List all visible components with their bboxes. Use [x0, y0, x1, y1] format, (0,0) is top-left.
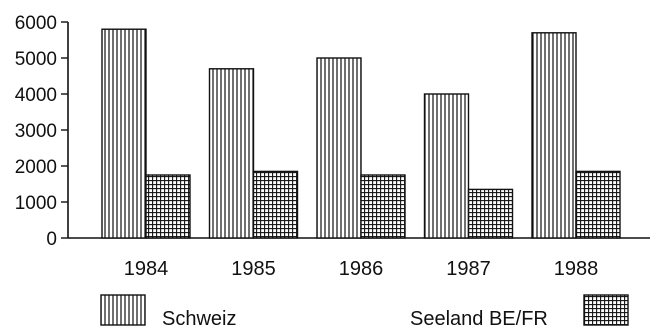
y-tick-label: 6000: [15, 13, 57, 34]
bar-seeland-1987: [467, 188, 514, 239]
bar-schweiz-1986: [316, 57, 362, 239]
bar-schweiz-1988: [531, 32, 577, 239]
x-tick-label: 1986: [339, 258, 384, 280]
bar-schweiz-1984: [101, 28, 147, 239]
y-tick-label: 4000: [15, 85, 57, 106]
y-tick-label: 0: [46, 229, 57, 250]
labels: 0 1000 2000 3000 4000 5000 6000 1984 1985 1986 198…: [15, 13, 599, 280]
bar-seeland-1986: [360, 174, 406, 239]
y-tick-label: 1000: [15, 193, 57, 214]
bar-seeland-1985: [252, 170, 299, 239]
x-tick-label: 1988: [554, 258, 599, 280]
y-tick-label: 2000: [15, 157, 57, 178]
legend-swatch-schweiz: [100, 294, 146, 326]
legend-label-seeland: Seeland BE/FR: [410, 308, 548, 329]
bar-seeland-1988: [575, 170, 621, 239]
x-tick-label: 1984: [124, 258, 169, 280]
x-tick-label: 1987: [446, 258, 491, 280]
legend: Schweiz Seeland BE/FR: [100, 294, 629, 329]
y-tick-label: 3000: [15, 121, 57, 142]
bar-schweiz-1985: [208, 68, 255, 239]
bars: [101, 28, 621, 239]
legend-swatch-seeland: [583, 294, 629, 326]
x-tick-label: 1985: [231, 258, 276, 280]
y-tick-label: 5000: [15, 49, 57, 70]
legend-label-schweiz: Schweiz: [162, 308, 236, 329]
bar-seeland-1984: [145, 174, 191, 239]
bar-schweiz-1987: [423, 93, 470, 239]
